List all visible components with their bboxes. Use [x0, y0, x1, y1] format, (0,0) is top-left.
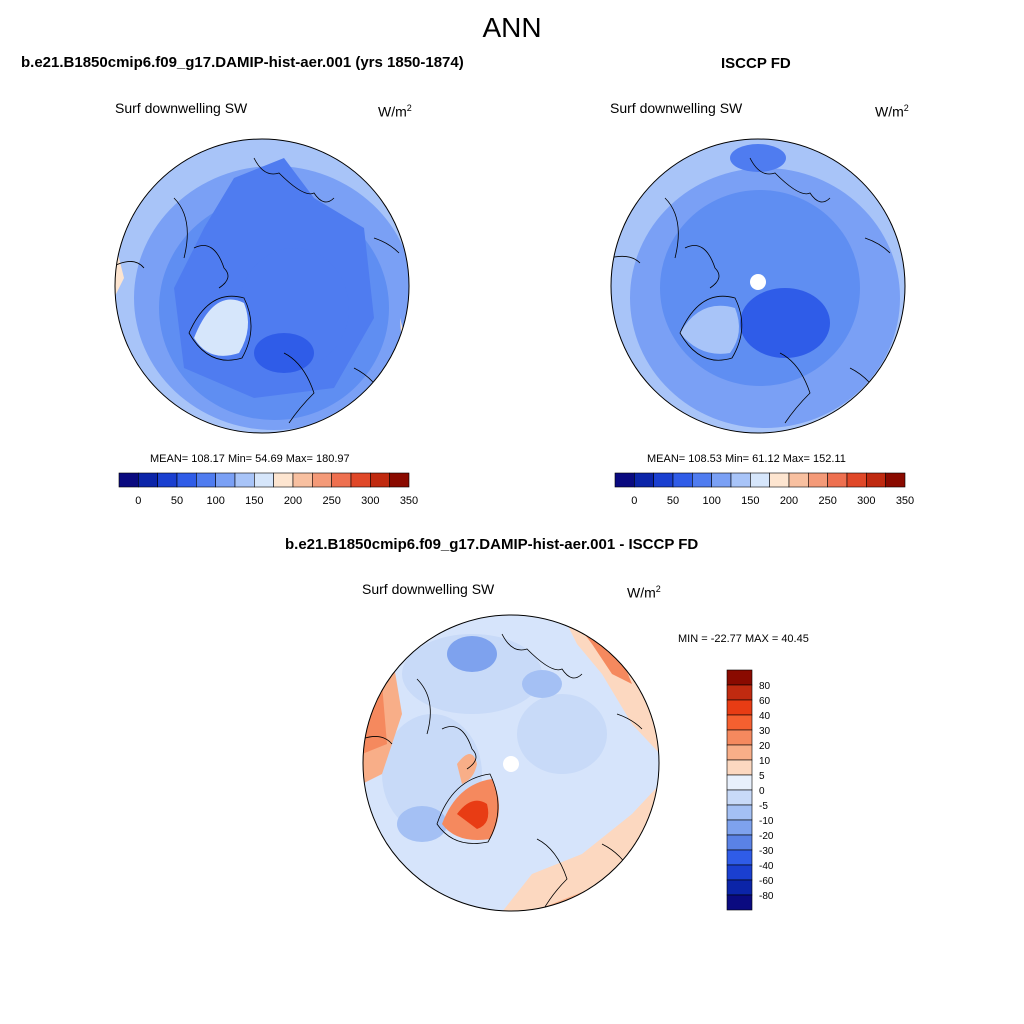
- obs-colorbar-box: [653, 472, 674, 488]
- obs-colorbar-tick-label: 100: [702, 495, 720, 507]
- obs-colorbar-box: [827, 472, 848, 488]
- model-colorbar-box: [118, 472, 139, 488]
- diff-colorbar-box: [726, 879, 753, 896]
- model-colorbar-box: [292, 472, 313, 488]
- model-variable-label: Surf downwelling SW: [115, 100, 248, 116]
- diff-colorbar-box: [726, 744, 753, 761]
- model-colorbar-box: [196, 472, 216, 488]
- obs-colorbar-box: [808, 472, 828, 488]
- obs-colorbar-box: [634, 472, 654, 488]
- obs-colorbar-tick-label: 250: [818, 495, 836, 507]
- obs-colorbar-tick-label: 150: [741, 495, 759, 507]
- diff-colorbar-tick-label: 80: [759, 681, 771, 692]
- diff-colorbar-tick-label: -40: [759, 861, 774, 872]
- diff-colorbar-tick-label: 20: [759, 741, 771, 752]
- obs-units-label: W/m2: [875, 103, 909, 120]
- diff-polar-map: [362, 614, 660, 912]
- diff-colorbar-box: [726, 849, 753, 866]
- model-units-label: W/m2: [378, 103, 412, 120]
- model-colorbar-box: [176, 472, 197, 488]
- diff-colorbar-box: [726, 819, 753, 836]
- diff-colorbar-tick-label: 30: [759, 726, 771, 737]
- obs-colorbar-box: [769, 472, 790, 488]
- obs-colorbar-box: [788, 472, 809, 488]
- model-colorbar-box: [254, 472, 274, 488]
- diff-colorbar-box: [726, 894, 753, 911]
- diff-colorbar-box: [726, 864, 753, 881]
- obs-panel-title: ISCCP FD: [721, 55, 791, 72]
- diff-colorbar-tick-label: 5: [759, 771, 765, 782]
- model-colorbar-box: [273, 472, 294, 488]
- obs-colorbar-box: [750, 472, 770, 488]
- figure-title: ANN: [482, 12, 542, 43]
- diff-colorbar-box: [726, 714, 753, 731]
- model-colorbar-tick-label: 0: [135, 495, 141, 507]
- diff-units-label: W/m2: [627, 584, 661, 601]
- diff-colorbar-box: [726, 729, 753, 746]
- diff-colorbar-tick-label: -60: [759, 876, 774, 887]
- obs-stats: MEAN= 108.53 Min= 61.12 Max= 152.11: [647, 453, 846, 465]
- diff-colorbar-tick-label: 0: [759, 786, 765, 797]
- obs-colorbar-box: [730, 472, 751, 488]
- model-colorbar-box: [350, 472, 371, 488]
- model-colorbar-tick-label: 50: [171, 495, 183, 507]
- model-colorbar-box: [157, 472, 178, 488]
- diff-colorbar-tick-label: -30: [759, 846, 774, 857]
- diff-colorbar: 80 60 40 30 20 10 5 0 -5 -10 -20 -30 -40 -60 -80: [726, 669, 774, 911]
- diff-colorbar-tick-label: -80: [759, 891, 774, 902]
- obs-colorbar-box: [885, 472, 906, 488]
- model-polar-map: [114, 138, 410, 434]
- model-colorbar-box: [215, 472, 236, 488]
- model-colorbar-box: [312, 472, 332, 488]
- diff-colorbar-tick-label: 60: [759, 696, 771, 707]
- obs-colorbar-box: [672, 472, 693, 488]
- obs-colorbar-box: [692, 472, 712, 488]
- diff-colorbar-box: [726, 774, 753, 791]
- model-colorbar-tick-label: 250: [322, 495, 340, 507]
- model-colorbar-tick-label: 200: [284, 495, 302, 507]
- diff-colorbar-tick-label: -20: [759, 831, 774, 842]
- obs-variable-label: Surf downwelling SW: [610, 100, 743, 116]
- model-colorbar-tick-label: 100: [206, 495, 224, 507]
- obs-colorbar-tick-label: 0: [631, 495, 637, 507]
- diff-colorbar-box: [726, 669, 753, 686]
- obs-colorbar-box: [846, 472, 867, 488]
- obs-colorbar: 0 50 100 150 200 250 300 350: [614, 472, 914, 507]
- model-colorbar: 0 50 100 150 200 250 300 350: [118, 472, 418, 507]
- diff-colorbar-tick-label: -10: [759, 816, 774, 827]
- model-panel-title: b.e21.B1850cmip6.f09_g17.DAMIP-hist-aer.…: [21, 54, 464, 71]
- diff-colorbar-box: [726, 684, 753, 701]
- obs-colorbar-box: [866, 472, 886, 488]
- diff-colorbar-tick-label: -5: [759, 801, 768, 812]
- model-colorbar-box: [234, 472, 255, 488]
- model-colorbar-box: [331, 472, 352, 488]
- diff-variable-label: Surf downwelling SW: [362, 581, 495, 597]
- obs-colorbar-tick-label: 300: [857, 495, 875, 507]
- obs-colorbar-tick-label: 200: [780, 495, 798, 507]
- diff-colorbar-box: [726, 759, 753, 776]
- model-colorbar-tick-label: 350: [400, 495, 418, 507]
- diff-colorbar-box: [726, 699, 753, 716]
- model-colorbar-tick-label: 300: [361, 495, 379, 507]
- diff-panel-title: b.e21.B1850cmip6.f09_g17.DAMIP-hist-aer.…: [285, 536, 699, 553]
- diff-colorbar-tick-label: 40: [759, 711, 771, 722]
- model-colorbar-box: [138, 472, 158, 488]
- diff-stats: MIN = -22.77 MAX = 40.45: [678, 633, 809, 645]
- model-colorbar-box: [370, 472, 390, 488]
- model-colorbar-tick-label: 150: [245, 495, 263, 507]
- obs-polar-map: [610, 138, 906, 434]
- obs-colorbar-box: [614, 472, 635, 488]
- obs-colorbar-tick-label: 50: [667, 495, 679, 507]
- diff-colorbar-box: [726, 804, 753, 821]
- diff-colorbar-tick-label: 10: [759, 756, 771, 767]
- obs-colorbar-tick-label: 350: [896, 495, 914, 507]
- model-stats: MEAN= 108.17 Min= 54.69 Max= 180.97: [150, 453, 350, 465]
- model-colorbar-box: [389, 472, 410, 488]
- diff-colorbar-box: [726, 834, 753, 851]
- diff-colorbar-box: [726, 789, 753, 806]
- obs-colorbar-box: [711, 472, 732, 488]
